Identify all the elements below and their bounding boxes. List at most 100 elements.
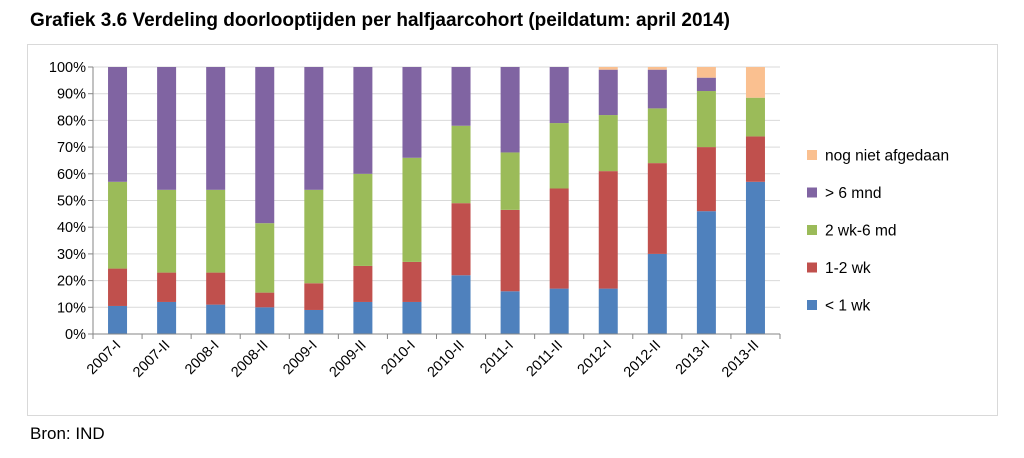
bar-segment [500, 67, 520, 153]
x-tick-label: 2013-II [719, 338, 762, 381]
bar-segment [255, 292, 275, 308]
legend-label: < 1 wk [825, 298, 870, 315]
x-tick-label: 2011-I [477, 338, 517, 378]
bar-segment [304, 309, 324, 334]
bar-segment [745, 181, 765, 334]
bar-segment [255, 223, 275, 293]
bar-segment [451, 125, 471, 204]
legend-label: nog niet afgedaan [825, 148, 949, 165]
bar-stack [451, 67, 471, 334]
y-tick-label: 0% [65, 327, 86, 343]
x-tick-label: 2008-II [228, 338, 271, 381]
chart-title: Grafiek 3.6 Verdeling doorlooptijden per… [30, 10, 730, 31]
bar-segment [255, 67, 275, 224]
bar-segment [304, 189, 324, 284]
bar-stack [206, 67, 226, 334]
bar-segment [108, 181, 128, 269]
x-tick-label: 2009-II [326, 338, 369, 381]
y-axis-tick-labels: 0% 10% 20% 30% 40% 50% 60% 70% 80% 90% 100% [49, 60, 86, 343]
bar-stack [500, 67, 520, 334]
bar-segment [598, 288, 618, 334]
bar-segment [304, 67, 324, 190]
bar-segment [304, 283, 324, 310]
bar-segment [108, 67, 128, 182]
bar-segment [157, 301, 177, 334]
y-tick-label: 90% [57, 87, 86, 103]
bar-segment [696, 67, 716, 78]
bar-segment [745, 67, 765, 98]
bar-segment [157, 67, 177, 190]
bar-segment [500, 209, 520, 292]
bar-stack [304, 67, 324, 334]
bar-segment [353, 265, 373, 302]
bar-segment [402, 261, 422, 302]
y-tick-label: 30% [57, 247, 86, 263]
bar-segment [451, 67, 471, 126]
bar-stack [647, 67, 667, 334]
bar-segment [549, 67, 569, 124]
legend-swatch [807, 262, 817, 273]
bar-segment [402, 301, 422, 334]
bar-segment [647, 67, 667, 70]
bar-segment [549, 188, 569, 289]
bar-segment [647, 253, 667, 334]
bar-stack [549, 67, 569, 334]
bar-segment [696, 91, 716, 148]
x-tick-label: 2007-II [130, 338, 173, 381]
legend-swatch [807, 187, 817, 198]
bar-segment [108, 268, 128, 306]
bar-segment [402, 157, 422, 262]
bar-segment [206, 67, 226, 190]
bar-segment [647, 108, 667, 164]
x-tick-label: 2007-I [84, 338, 124, 378]
legend-swatch [807, 150, 817, 160]
y-tick-label: 20% [57, 274, 86, 290]
bar-stack [598, 67, 618, 334]
y-tick-label: 70% [57, 140, 86, 156]
bar-segment [500, 291, 520, 334]
bar-segment [451, 203, 471, 276]
y-tick-label: 10% [57, 300, 86, 316]
gridlines [93, 66, 780, 308]
bar-segment [353, 173, 373, 266]
source-note: Bron: IND [30, 424, 105, 443]
bar-segment [206, 189, 226, 273]
legend-item: 2 wk-6 md [807, 223, 897, 240]
y-tick-label: 40% [57, 220, 86, 236]
legend-label: 1-2 wk [825, 260, 871, 277]
bar-segment [157, 272, 177, 302]
x-tick-label: 2012-I [575, 338, 615, 378]
x-tick-label: 2008-I [182, 338, 222, 378]
x-tick-label: 2009-I [280, 338, 320, 378]
bar-segment [598, 69, 618, 116]
chart-area [27, 44, 998, 416]
legend-item: nog niet afgedaan [807, 148, 949, 165]
bar-segment [696, 77, 716, 92]
bar-segment [598, 67, 618, 70]
bar-segment [157, 189, 177, 273]
bar-segment [696, 211, 716, 334]
y-tick-label: 80% [57, 113, 86, 129]
bar-segment [206, 272, 226, 305]
x-axis [88, 66, 781, 339]
x-tick-label: 2013-I [673, 338, 713, 378]
bar-stack [255, 67, 275, 334]
bar-segment [549, 123, 569, 189]
y-tick-label: 50% [57, 194, 86, 210]
legend-swatch [807, 225, 817, 235]
bar-segment [647, 163, 667, 254]
legend-label: 2 wk-6 md [825, 223, 897, 240]
bar-segment [451, 275, 471, 334]
legend-label: > 6 mnd [825, 185, 881, 202]
bar-segment [255, 307, 275, 334]
x-tick-label: 2010-I [378, 338, 418, 378]
legend-item: > 6 mnd [807, 185, 881, 202]
bar-stack [402, 67, 422, 334]
bar-segment [353, 301, 373, 334]
bar-stack [745, 67, 765, 334]
bar-segment [402, 67, 422, 158]
bar-stack [696, 67, 716, 334]
legend-swatch [807, 300, 817, 310]
bar-stacks [108, 67, 765, 334]
